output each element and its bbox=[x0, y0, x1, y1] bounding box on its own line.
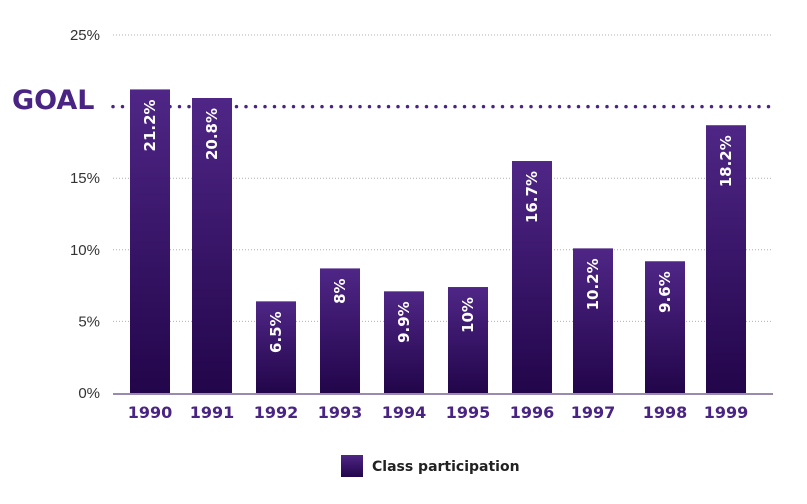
bar-1992 bbox=[256, 301, 296, 393]
bar-1997 bbox=[573, 248, 613, 393]
data-label-1994: 9.9% bbox=[395, 301, 413, 343]
bar-1994 bbox=[384, 291, 424, 393]
bar-1991 bbox=[192, 98, 232, 394]
y-tick-label: 25% bbox=[70, 27, 100, 44]
data-label-1992: 6.5% bbox=[267, 311, 285, 353]
data-label-1999: 18.2% bbox=[717, 135, 735, 187]
bar-1993 bbox=[320, 268, 360, 393]
data-label-1993: 8% bbox=[331, 278, 349, 303]
x-tick-label: 1997 bbox=[571, 403, 616, 422]
x-tick-label: 1998 bbox=[643, 403, 688, 422]
y-tick-label: 0% bbox=[78, 385, 100, 402]
y-tick-label: 5% bbox=[78, 313, 100, 330]
x-tick-label: 1993 bbox=[318, 403, 363, 422]
data-label-1991: 20.8% bbox=[203, 108, 221, 160]
x-tick-label: 1991 bbox=[190, 403, 235, 422]
bar-1995 bbox=[448, 287, 488, 393]
x-tick-label: 1990 bbox=[128, 403, 173, 422]
data-label-1997: 10.2% bbox=[584, 258, 602, 310]
data-label-1990: 21.2% bbox=[141, 99, 159, 151]
bar-1996 bbox=[512, 161, 552, 393]
x-tick-label: 1995 bbox=[446, 403, 491, 422]
y-tick-label: 15% bbox=[70, 170, 100, 187]
legend-label: Class participation bbox=[372, 459, 520, 475]
data-label-1995: 10% bbox=[459, 297, 477, 333]
bar-1999 bbox=[706, 125, 746, 393]
legend-swatch bbox=[341, 455, 363, 477]
y-tick-label: 10% bbox=[70, 242, 100, 259]
x-tick-label: 1992 bbox=[254, 403, 299, 422]
x-tick-label: 1994 bbox=[382, 403, 427, 422]
bar-1998 bbox=[645, 261, 685, 393]
x-tick-label: 1999 bbox=[704, 403, 749, 422]
data-label-1998: 9.6% bbox=[656, 271, 674, 313]
goal-label: GOAL bbox=[12, 85, 95, 116]
data-label-1996: 16.7% bbox=[523, 171, 541, 223]
bar-1990 bbox=[130, 89, 170, 393]
x-tick-label: 1996 bbox=[510, 403, 555, 422]
